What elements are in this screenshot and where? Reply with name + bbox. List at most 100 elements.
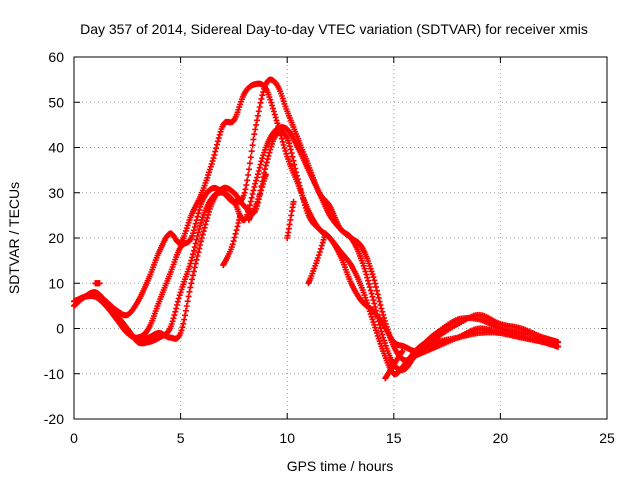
data-point-marker [195, 249, 202, 256]
data-point-marker [262, 166, 268, 173]
data-point-marker [316, 249, 323, 255]
data-point-marker [294, 172, 300, 179]
stray-segment-4 [305, 230, 329, 287]
data-point-marker [250, 187, 257, 194]
data-point-marker [234, 223, 241, 230]
data-point-marker [252, 180, 259, 187]
data-point-marker [286, 140, 292, 147]
data-point-marker [189, 276, 196, 283]
data-point-marker [187, 284, 194, 291]
data-point-marker [170, 315, 177, 322]
data-point-marker [230, 238, 237, 245]
data-point-marker [248, 194, 255, 201]
data-point-marker [190, 251, 196, 258]
data-point-marker [279, 138, 286, 145]
data-point-marker [295, 179, 302, 186]
data-point-marker [278, 135, 285, 142]
stray-segment-5 [382, 348, 406, 382]
data-point-marker [253, 121, 260, 128]
data-point-marker [257, 99, 264, 106]
data-point-marker [251, 131, 258, 138]
data-point-marker [370, 274, 377, 281]
data-point-marker [288, 150, 295, 157]
data-point-marker [255, 168, 262, 174]
plot-frame [73, 56, 608, 420]
data-point-marker [194, 213, 201, 220]
y-tick-label: 40 [48, 140, 64, 156]
data-point-marker [185, 293, 192, 300]
data-point-marker [190, 268, 197, 275]
data-point-marker [377, 325, 384, 332]
data-point-marker [254, 174, 260, 181]
data-point-marker [201, 224, 208, 231]
data-point-marker [190, 247, 197, 254]
data-point-marker [270, 108, 277, 115]
data-point-marker [187, 260, 194, 267]
data-point-marker [381, 314, 387, 321]
data-point-marker [259, 184, 266, 191]
data-point-marker [293, 169, 300, 176]
data-point-marker [299, 192, 306, 199]
data-point-marker [371, 277, 378, 284]
data-point-marker [203, 218, 210, 225]
data-point-marker [379, 331, 386, 338]
data-point-marker [213, 145, 220, 152]
data-point-marker [183, 303, 190, 309]
data-point-marker [250, 136, 257, 143]
data-point-marker [259, 155, 266, 162]
y-tick-label: 30 [48, 185, 64, 201]
data-point-marker [371, 321, 378, 328]
data-point-marker [246, 160, 253, 167]
data-point-marker [202, 221, 209, 228]
data-point-marker [258, 95, 265, 102]
y-axis-ticks: -20 -10 0 10 20 30 40 50 60 [44, 49, 607, 427]
data-point-marker [243, 182, 250, 189]
data-point-marker [190, 272, 196, 279]
data-point-marker [212, 148, 219, 155]
data-point-marker [191, 264, 198, 271]
data-point-marker [248, 148, 255, 155]
data-point-marker [292, 165, 299, 172]
data-point-marker [369, 271, 376, 278]
data-point-marker [370, 297, 377, 304]
data-point-marker [193, 236, 200, 243]
data-point-marker [206, 208, 212, 215]
data-point-marker [257, 190, 264, 197]
data-point-marker [246, 166, 252, 173]
data-point-marker [287, 216, 294, 223]
data-point-marker [367, 287, 374, 294]
data-point-marker [171, 312, 178, 319]
data-point-marker [260, 88, 267, 95]
data-point-marker [380, 311, 387, 318]
data-point-marker [258, 187, 265, 194]
data-point-marker [193, 217, 200, 224]
data-point-marker [253, 177, 260, 184]
data-point-marker [300, 196, 307, 202]
data-point-marker [366, 284, 373, 291]
data-point-marker [257, 161, 264, 168]
data-point-marker [373, 284, 379, 291]
data-point-marker [193, 256, 200, 263]
stray-segment-2 [245, 171, 269, 223]
data-point-marker [231, 234, 238, 241]
data-point-marker [297, 186, 304, 193]
data-point-marker [322, 230, 329, 237]
data-point-marker [96, 280, 103, 287]
data-point-marker [252, 126, 259, 133]
stray-segment-6 [92, 280, 103, 287]
data-point-marker [361, 265, 368, 272]
data-point-marker [289, 153, 296, 160]
data-point-marker [318, 242, 325, 249]
data-point-marker [371, 300, 378, 307]
x-tick-label: 10 [279, 430, 295, 446]
data-point-marker [191, 244, 198, 251]
data-point-marker [214, 141, 220, 148]
data-point-marker [301, 199, 308, 206]
data-point-marker [296, 182, 303, 189]
data-point-marker [198, 238, 204, 245]
x-tick-label: 20 [493, 430, 509, 446]
data-point-marker [266, 149, 273, 156]
data-point-marker [360, 262, 367, 269]
data-point-marker [315, 252, 322, 259]
grid-lines [74, 57, 607, 419]
